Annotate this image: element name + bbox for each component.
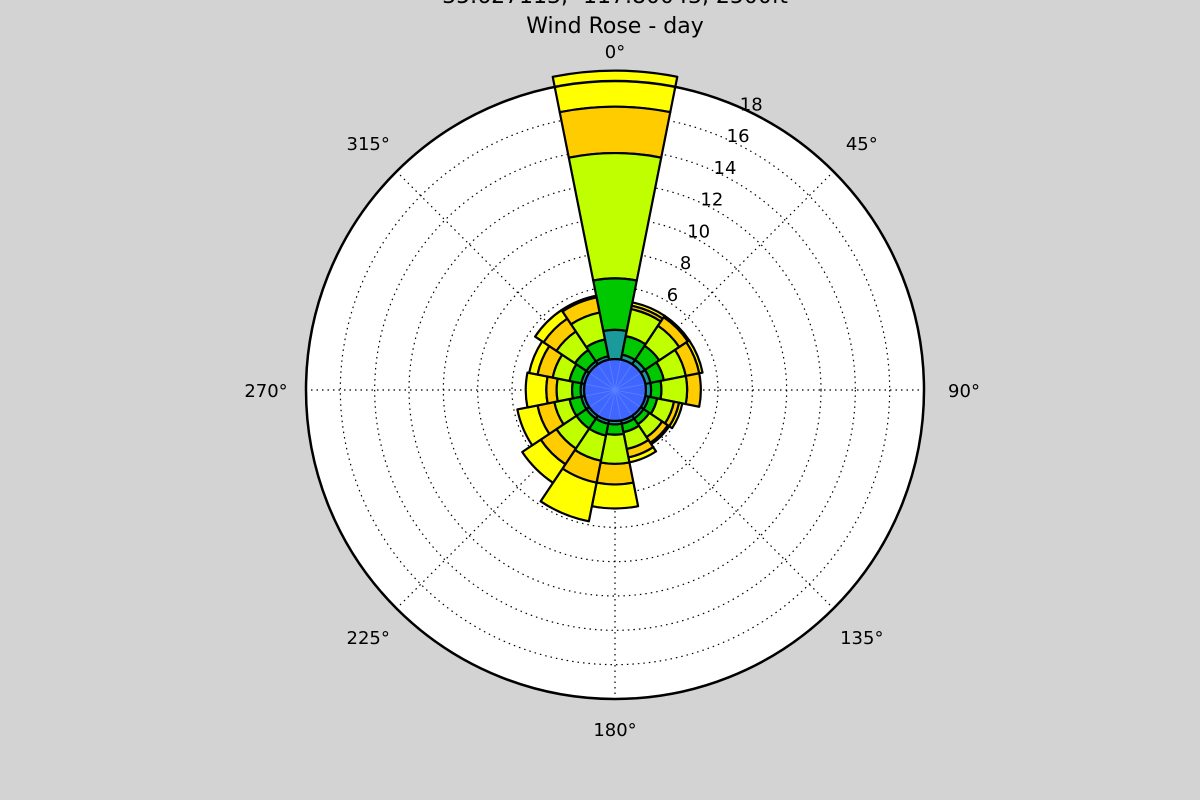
chart-title: Wind Rose - day — [526, 14, 704, 39]
angle-label: 45° — [846, 134, 878, 155]
angle-label: 180° — [593, 720, 636, 741]
angle-label: 315° — [347, 134, 390, 155]
angular-gridline — [614, 389, 834, 609]
radial-gridline — [408, 183, 822, 597]
radial-tick-label: 10 — [687, 221, 710, 242]
wind-sector-bar — [590, 481, 640, 510]
angle-label: 90° — [948, 381, 980, 402]
angle-label: 0° — [605, 42, 625, 63]
angular-gridline — [396, 171, 616, 391]
calm-outline — [582, 358, 647, 423]
radial-tick-label: 8 — [680, 253, 691, 274]
wind-sector-bar — [558, 105, 672, 159]
wind-sector-bar — [595, 461, 635, 486]
angular-gridline — [396, 389, 616, 609]
chart-title-coordinates: 35.627113, -117.80043, 2500ft — [0, 0, 1200, 9]
angular-gridline — [614, 171, 834, 391]
radial-tick-label: 14 — [714, 158, 737, 179]
wind-sector-bar — [524, 371, 549, 409]
radial-gridline — [374, 149, 856, 631]
radial-tick-label: 12 — [700, 190, 723, 211]
radial-tick-label: 16 — [727, 126, 750, 147]
plot-frame — [304, 79, 926, 701]
angle-label: 225° — [347, 628, 390, 649]
radial-tick-label: 6 — [667, 285, 678, 306]
radial-gridline — [477, 252, 753, 528]
angle-label: 135° — [840, 628, 883, 649]
angle-label: 270° — [244, 381, 287, 402]
